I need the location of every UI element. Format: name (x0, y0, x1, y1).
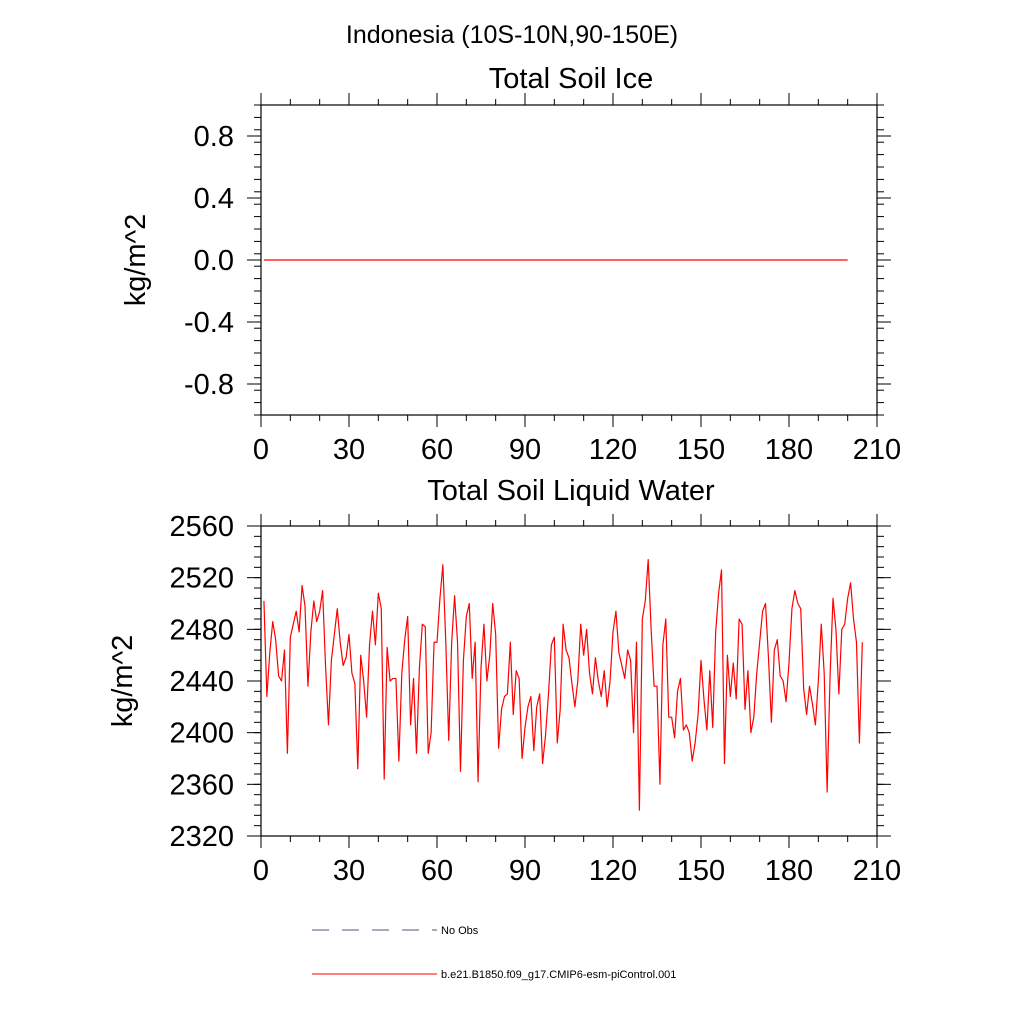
y-tick-label: -0.4 (184, 307, 234, 339)
legend-item-2: b.e21.B1850.f09_g17.CMIP6-esm-piControl.… (312, 969, 676, 981)
x-tick-label: 210 (853, 434, 901, 466)
plot-1: Total Soil Ice kg/m^2 0 30 60 90 120 150 180 210 -… (120, 63, 901, 466)
y-tick-label: 2360 (169, 769, 234, 801)
y-tick-label: 2440 (169, 666, 234, 698)
x-tick-label: 90 (509, 855, 541, 887)
series-line-1 (263, 558, 863, 811)
plot-2: Total Soil Liquid Water kg/m^2 0 30 60 90 120 1… (107, 475, 901, 887)
x-tick-label: 150 (677, 855, 725, 887)
y-axis-label: kg/m^2 (107, 635, 139, 728)
y-tick-label: -0.8 (184, 369, 234, 401)
legend-item-1: No Obs (312, 925, 479, 937)
x-tick-label: 30 (333, 434, 365, 466)
x-tick-label: 120 (589, 855, 637, 887)
x-tick-label: 30 (333, 855, 365, 887)
x-tick-label: 90 (509, 434, 541, 466)
legend-label: No Obs (441, 925, 479, 937)
x-tick-label: 0 (253, 434, 269, 466)
x-tick-label: 180 (765, 434, 813, 466)
plots-container: Total Soil Ice kg/m^2 0 30 60 90 120 150 180 210 -… (107, 63, 901, 887)
legend: No Obs b.e21.B1850.f09_g17.CMIP6-esm-piCo… (312, 925, 676, 981)
y-tick-label: 2400 (169, 718, 234, 750)
plot-title: Total Soil Liquid Water (427, 475, 715, 507)
y-tick-label: 2520 (169, 563, 234, 595)
x-tick-label: 0 (253, 855, 269, 887)
plot-title: Total Soil Ice (489, 63, 653, 95)
x-tick-label: 60 (421, 855, 453, 887)
y-tick-label: 0.0 (194, 245, 234, 277)
x-tick-label: 180 (765, 855, 813, 887)
y-tick-label: 2560 (169, 511, 234, 543)
y-tick-label: 0.4 (194, 183, 234, 215)
x-tick-label: 60 (421, 434, 453, 466)
plot-frame (260, 525, 878, 837)
figure-title: Indonesia (10S-10N,90-150E) (346, 21, 678, 49)
x-tick-label: 120 (589, 434, 637, 466)
x-tick-label: 150 (677, 434, 725, 466)
legend-label: b.e21.B1850.f09_g17.CMIP6-esm-piControl.… (441, 969, 676, 981)
y-axis-label: kg/m^2 (120, 214, 152, 307)
y-tick-label: 0.8 (194, 121, 234, 153)
x-tick-label: 210 (853, 855, 901, 887)
y-tick-label: 2480 (169, 614, 234, 646)
y-tick-label: 2320 (169, 821, 234, 853)
